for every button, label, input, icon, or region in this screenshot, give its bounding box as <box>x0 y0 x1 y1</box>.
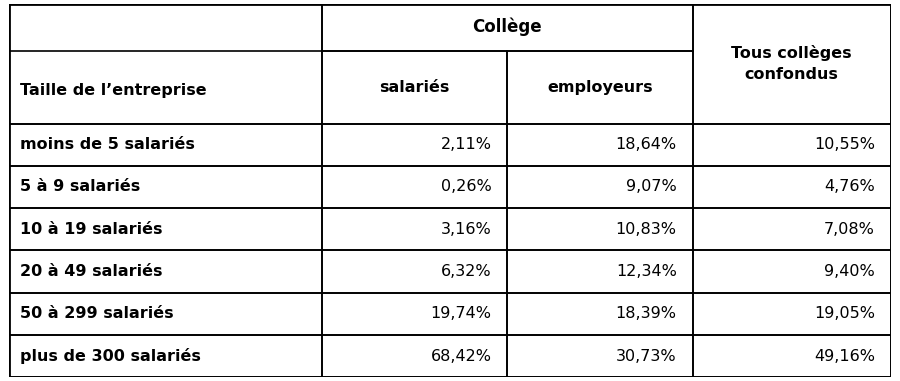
Text: 12,34%: 12,34% <box>616 264 677 279</box>
Bar <box>9 250 322 293</box>
Text: 10,55%: 10,55% <box>814 137 875 152</box>
Text: 6,32%: 6,32% <box>441 264 491 279</box>
Text: salariés: salariés <box>380 80 450 94</box>
Text: 20 à 49 salariés: 20 à 49 salariés <box>20 264 162 279</box>
Bar <box>508 166 693 208</box>
Bar <box>9 123 322 166</box>
Bar <box>9 208 322 250</box>
Bar <box>693 208 891 250</box>
Bar <box>322 208 508 250</box>
Bar <box>322 123 508 166</box>
Text: 4,76%: 4,76% <box>824 179 875 194</box>
Text: 18,39%: 18,39% <box>616 306 677 321</box>
Text: 10,83%: 10,83% <box>616 222 677 237</box>
Bar <box>9 293 322 335</box>
Bar <box>693 123 891 166</box>
Bar <box>9 4 322 123</box>
Bar <box>508 123 693 166</box>
Bar <box>508 208 693 250</box>
Bar <box>693 250 891 293</box>
Bar <box>693 4 891 123</box>
Text: 68,42%: 68,42% <box>430 349 491 363</box>
Text: 30,73%: 30,73% <box>616 349 677 363</box>
Text: Taille de l’entreprise: Taille de l’entreprise <box>20 83 206 98</box>
Text: 5 à 9 salariés: 5 à 9 salariés <box>20 179 140 194</box>
Bar <box>693 166 891 208</box>
Bar <box>9 335 322 377</box>
Bar <box>693 293 891 335</box>
Bar <box>508 250 693 293</box>
Text: 18,64%: 18,64% <box>616 137 677 152</box>
Text: 10 à 19 salariés: 10 à 19 salariés <box>20 222 162 237</box>
Text: Collège: Collège <box>472 18 542 37</box>
Text: 2,11%: 2,11% <box>440 137 491 152</box>
Bar <box>322 51 508 123</box>
Bar <box>322 335 508 377</box>
Text: 19,05%: 19,05% <box>814 306 875 321</box>
Bar <box>508 51 693 123</box>
Bar <box>693 335 891 377</box>
Text: 50 à 299 salariés: 50 à 299 salariés <box>20 306 173 321</box>
Text: 9,07%: 9,07% <box>626 179 677 194</box>
Bar <box>508 293 693 335</box>
Text: 9,40%: 9,40% <box>824 264 875 279</box>
Text: Tous collèges
confondus: Tous collèges confondus <box>732 45 852 82</box>
Text: 49,16%: 49,16% <box>814 349 875 363</box>
Bar <box>9 166 322 208</box>
Text: 19,74%: 19,74% <box>430 306 491 321</box>
Text: 3,16%: 3,16% <box>441 222 491 237</box>
Text: moins de 5 salariés: moins de 5 salariés <box>20 137 194 152</box>
Bar <box>322 166 508 208</box>
Text: employeurs: employeurs <box>547 80 652 94</box>
Bar <box>322 4 693 51</box>
Text: plus de 300 salariés: plus de 300 salariés <box>20 348 201 364</box>
Bar <box>322 293 508 335</box>
Bar <box>322 250 508 293</box>
Bar <box>508 335 693 377</box>
Text: 7,08%: 7,08% <box>824 222 875 237</box>
Text: 0,26%: 0,26% <box>441 179 491 194</box>
